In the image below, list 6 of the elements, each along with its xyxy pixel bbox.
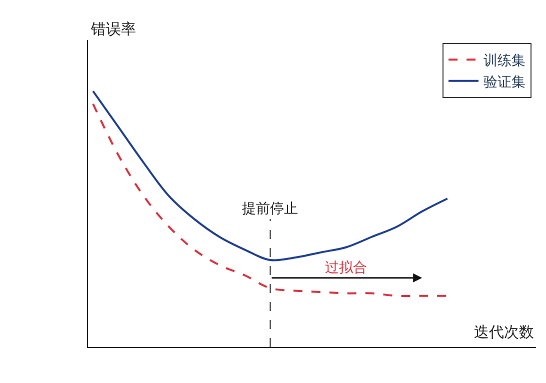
annotation: 过拟合 bbox=[325, 260, 367, 276]
x-axis-title: 迭代次数 bbox=[474, 323, 534, 341]
legend-label: 训练集 bbox=[484, 53, 526, 70]
annotation: 提前停止 bbox=[242, 201, 298, 217]
legend-label: 验证集 bbox=[484, 74, 526, 90]
y-axis-title: 错误率 bbox=[90, 20, 136, 38]
